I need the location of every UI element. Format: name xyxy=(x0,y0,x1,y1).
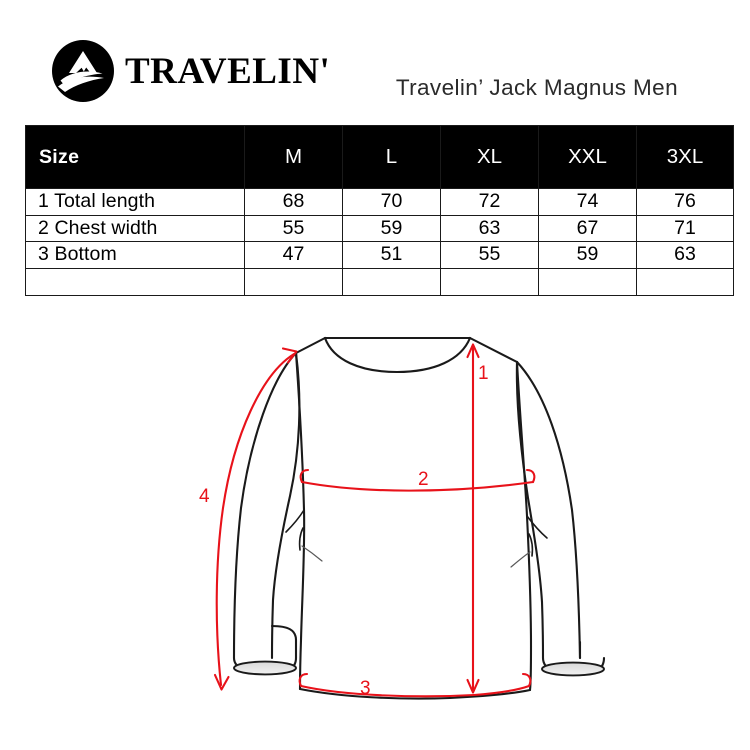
cell-total-length-xxl: 74 xyxy=(538,188,637,216)
table-header-row: Size M L XL XXL 3XL xyxy=(25,125,734,189)
size-chart-table: Size M L XL XXL 3XL 1 Total length 68 70… xyxy=(25,125,734,296)
brand-name: TRAVELIN' xyxy=(125,50,331,92)
long-sleeve-shirt-measurement-diagram: 1 2 3 4 xyxy=(0,300,750,750)
column-header-l: L xyxy=(342,125,441,189)
measurement-label-2: 2 xyxy=(418,469,429,490)
cell-total-length-l: 70 xyxy=(342,188,441,216)
table-row xyxy=(25,267,734,296)
column-header-xxl: XXL xyxy=(538,125,637,189)
brand-logo: TRAVELIN' xyxy=(52,40,330,102)
table-header: Size M L XL XXL 3XL xyxy=(25,125,734,189)
page-title: Travelin’ Jack Magnus Men xyxy=(395,75,678,100)
size-chart-table-container: Size M L XL XXL 3XL 1 Total length 68 70… xyxy=(25,125,734,296)
shirt-outline xyxy=(232,336,606,700)
cell-bottom-3xl: 63 xyxy=(636,241,734,269)
cell-total-length-m: 68 xyxy=(244,188,343,216)
cell-chest-width-3xl: 71 xyxy=(636,214,734,242)
cell-empty-xxl xyxy=(538,267,637,296)
cell-chest-width-l: 59 xyxy=(342,214,441,242)
sleeve-length-arrow xyxy=(213,347,298,691)
cuff-openings xyxy=(233,660,605,677)
mountain-circle-icon xyxy=(52,40,114,102)
cell-empty-l xyxy=(342,267,441,296)
cell-bottom-m: 47 xyxy=(244,241,343,269)
cell-empty-xl xyxy=(440,267,539,296)
column-header-3xl: 3XL xyxy=(636,125,734,189)
row-label-total-length: 1 Total length xyxy=(25,188,245,216)
bottom-width-arrow xyxy=(298,672,532,698)
measurement-label-3: 3 xyxy=(360,678,371,699)
table-row: 2 Chest width 55 59 63 67 71 xyxy=(25,214,734,242)
column-header-size: Size xyxy=(25,125,245,189)
table-row: 3 Bottom 47 51 55 59 63 xyxy=(25,241,734,269)
row-label-bottom: 3 Bottom xyxy=(25,241,245,269)
row-label-chest-width: 2 Chest width xyxy=(25,214,245,242)
cell-bottom-l: 51 xyxy=(342,241,441,269)
cell-empty-m xyxy=(244,267,343,296)
cell-chest-width-m: 55 xyxy=(244,214,343,242)
total-length-arrow xyxy=(466,343,480,694)
cell-chest-width-xxl: 67 xyxy=(538,214,637,242)
column-header-m: M xyxy=(244,125,343,189)
cell-bottom-xxl: 59 xyxy=(538,241,637,269)
cell-empty-3xl xyxy=(636,267,734,296)
chest-width-arrow xyxy=(299,468,536,492)
column-header-xl: XL xyxy=(440,125,539,189)
measurement-annotations xyxy=(213,343,536,698)
measurement-label-4: 4 xyxy=(199,486,210,507)
cell-total-length-3xl: 76 xyxy=(636,188,734,216)
table-row: 1 Total length 68 70 72 74 76 xyxy=(25,188,734,216)
page-header: TRAVELIN' Travelin’ Jack Magnus Men xyxy=(0,0,750,120)
cell-chest-width-xl: 63 xyxy=(440,214,539,242)
measurement-label-1: 1 xyxy=(478,363,489,384)
cell-total-length-xl: 72 xyxy=(440,188,539,216)
table-body: 1 Total length 68 70 72 74 76 2 Chest wi… xyxy=(25,188,734,296)
row-label-empty xyxy=(25,267,245,296)
cell-bottom-xl: 55 xyxy=(440,241,539,269)
